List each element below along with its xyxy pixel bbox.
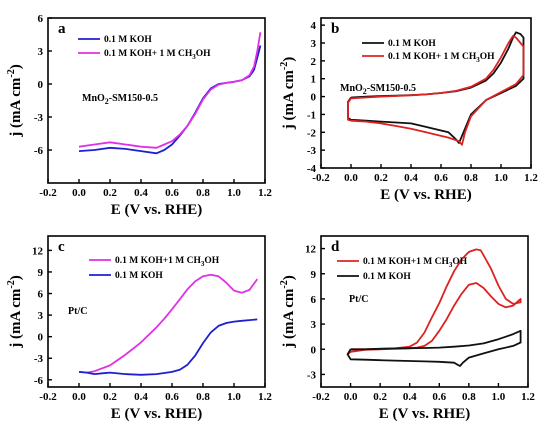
panel-letter: d: [331, 239, 340, 255]
y-tick-label: 0: [38, 332, 44, 344]
legend-label: 0.1 M KOH+1 M CH3OH: [115, 256, 220, 268]
x-tick-label: 0.8: [462, 391, 476, 403]
y-tick-label: -6: [34, 375, 44, 387]
x-tick-label: 0.6: [434, 172, 448, 184]
x-tick-label: 0.2: [374, 172, 388, 184]
sample-annotation: MnO2-SM150-0.5: [340, 83, 416, 96]
x-axis-label: E (V vs. RHE): [111, 202, 202, 218]
legend-label: 0.1 M KOH+ 1 M CH3OH: [104, 49, 211, 61]
x-tick-label: 0.8: [196, 391, 210, 403]
x-tick-label: 0.4: [403, 391, 417, 403]
chart-panel-a: -0.2 0.0 0.2 0.4 0.6 0.8 1.0 1.2 -6 -3 0 3 6 E (V vs.…: [6, 13, 272, 218]
series-line-1: [346, 329, 522, 367]
x-axis-label: E (V vs. RHE): [380, 187, 471, 203]
x-tick-label: -0.2: [39, 391, 57, 403]
legend-label: 0.1 M KOH+1 M CH3OH: [363, 257, 468, 269]
x-tick-label: 1.0: [492, 391, 506, 403]
x-tick-label: 0.2: [103, 391, 117, 403]
x-tick-label: 0.2: [103, 187, 117, 199]
y-tick-label: 6: [38, 13, 44, 25]
y-tick-label: 9: [38, 267, 44, 279]
series-line-0: [78, 273, 259, 374]
x-axis-label: E (V vs. RHE): [111, 406, 202, 422]
y-tick-label: 1: [311, 74, 317, 86]
y-tick-label: 3: [311, 38, 317, 50]
x-tick-label: 0.4: [134, 391, 148, 403]
x-tick-label: 0.4: [404, 172, 418, 184]
y-tick-label: 2: [311, 56, 317, 68]
x-tick-label: 0.2: [373, 391, 387, 403]
x-tick-label: 1.0: [227, 391, 241, 403]
y-tick-label: 0: [311, 344, 317, 356]
x-axis-label: E (V vs. RHE): [379, 406, 470, 422]
x-tick-label: 0.6: [165, 391, 179, 403]
y-tick-label: 3: [38, 310, 44, 322]
x-tick-label: 1.0: [494, 172, 508, 184]
legend-label: 0.1 M KOH: [363, 272, 411, 282]
chart-panel-b: -0.2 0.0 0.2 0.4 0.6 0.8 1.0 1.2 -4 -3 -2 -1 0 1 2 3 4 E …: [279, 17, 538, 203]
legend-label: 0.1 M KOH: [388, 39, 436, 49]
x-tick-label: -0.2: [312, 391, 330, 403]
y-tick-label: -2: [307, 127, 317, 139]
y-tick-label: 9: [311, 269, 317, 281]
legend-label: 0.1 M KOH: [115, 271, 163, 281]
y-tick-label: -3: [34, 112, 44, 124]
y-tick-label: -1: [307, 109, 316, 121]
y-tick-label: 3: [38, 46, 44, 58]
x-tick-label: 0.4: [134, 187, 148, 199]
panel-letter: c: [58, 239, 65, 255]
plot-frame: [47, 17, 266, 184]
x-tick-label: 0.8: [464, 172, 478, 184]
y-tick-label: -6: [34, 145, 44, 157]
y-tick-label: 12: [305, 244, 317, 256]
y-tick-label: 12: [32, 245, 44, 257]
y-tick-label: -4: [307, 163, 317, 175]
x-tick-label: 0.0: [344, 172, 358, 184]
x-tick-label: 0.6: [165, 187, 179, 199]
x-tick-label: 1.2: [258, 391, 272, 403]
x-tick-label: 0.0: [72, 187, 86, 199]
chart-panel-c: -0.2 0.0 0.2 0.4 0.6 0.8 1.0 1.2 -6 -3 0 3 6 9 12 E (V …: [6, 235, 272, 422]
y-tick-label: 3: [311, 319, 317, 331]
series-line-1: [78, 318, 258, 376]
x-tick-label: 1.0: [227, 187, 241, 199]
x-tick-label: 0.6: [432, 391, 446, 403]
series-line-1: [78, 32, 262, 149]
panel-letter: a: [58, 21, 66, 37]
y-tick-label: 0: [38, 79, 44, 91]
x-tick-label: 0.8: [196, 187, 210, 199]
plot-frame: [47, 235, 266, 388]
y-tick-label: 0: [311, 92, 317, 104]
sample-annotation: Pt/C: [349, 294, 368, 305]
y-tick-label: 6: [38, 289, 44, 301]
y-tick-label: 6: [311, 294, 317, 306]
legend-label: 0.1 M KOH+ 1 M CH3OH: [388, 52, 495, 64]
y-tick-label: 4: [311, 20, 317, 32]
x-tick-label: 1.2: [524, 172, 538, 184]
y-tick-label: -3: [307, 145, 317, 157]
x-tick-label: 1.2: [521, 391, 535, 403]
sample-annotation: MnO2-SM150-0.5: [82, 93, 158, 106]
x-tick-label: 1.2: [258, 187, 272, 199]
x-tick-label: 0.0: [72, 391, 86, 403]
plot-frame: [320, 235, 529, 388]
plot-frame: [320, 17, 532, 169]
y-axis-label: j (mA cm-2): [6, 275, 24, 349]
chart-panel-d: -0.2 0.0 0.2 0.4 0.6 0.8 1.0 1.2 -3 0 3 6 9 12 E (V vs…: [279, 235, 535, 422]
x-tick-label: 0.0: [344, 391, 358, 403]
series-line-1: [347, 35, 525, 146]
legend-label: 0.1 M KOH: [104, 35, 152, 45]
sample-annotation: Pt/C: [68, 306, 87, 317]
y-axis-label: j (mA cm-2): [6, 64, 24, 138]
panel-letter: b: [331, 21, 339, 37]
y-tick-label: -3: [307, 369, 317, 381]
x-tick-label: -0.2: [39, 187, 57, 199]
x-tick-label: -0.2: [312, 172, 330, 184]
y-axis-label: j (mA cm-2): [279, 57, 297, 131]
y-tick-label: -3: [34, 353, 44, 365]
y-axis-label: j (mA cm-2): [279, 275, 297, 349]
